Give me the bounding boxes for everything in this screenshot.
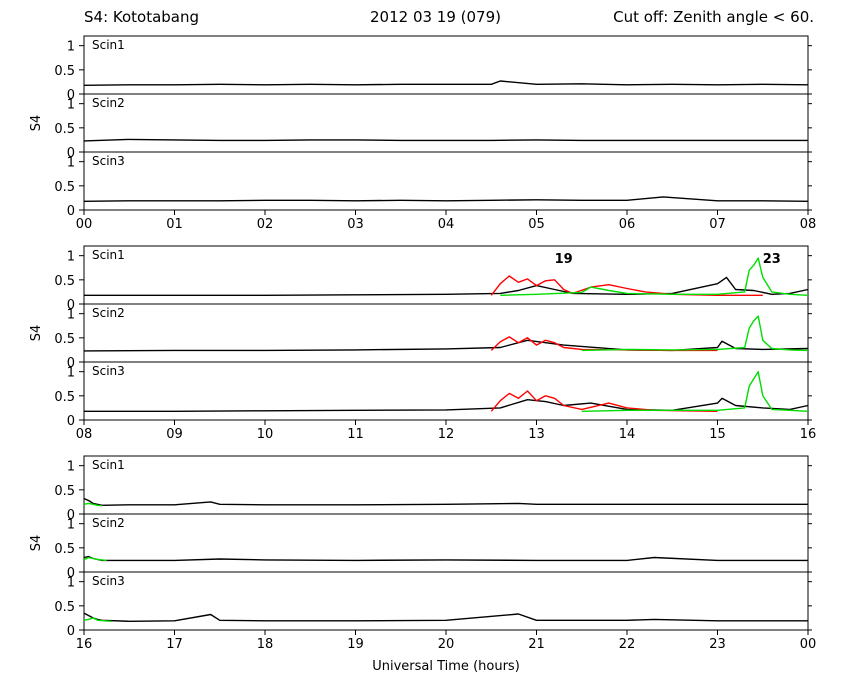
prn-annotation: 23 xyxy=(763,252,781,267)
panel-label: Scin3 xyxy=(92,154,125,168)
x-tick-label: 18 xyxy=(257,637,274,652)
x-tick-label: 12 xyxy=(438,427,455,442)
x-tick-label: 23 xyxy=(709,637,726,652)
x-tick-label: 00 xyxy=(76,217,93,232)
panel-frame xyxy=(83,455,809,515)
y-tick-label: 0 xyxy=(67,414,75,429)
panel-label: Scin2 xyxy=(92,306,125,320)
s4-series-line xyxy=(83,138,808,142)
y-tick-label: 0.5 xyxy=(54,274,75,289)
panel-label: Scin3 xyxy=(92,364,125,378)
y-tick-label: 0.5 xyxy=(54,390,75,405)
y-tick-label: 0 xyxy=(67,88,75,103)
y-tick-label: 0.5 xyxy=(54,542,75,557)
x-tick-label: 08 xyxy=(76,427,93,442)
s4-series-line xyxy=(84,397,809,412)
x-tick-label: 03 xyxy=(347,217,364,232)
panel-label: Scin1 xyxy=(92,458,125,472)
y-tick-label: 0.5 xyxy=(54,122,75,137)
y-tick-label: 0 xyxy=(67,298,75,313)
y-tick-label: 0 xyxy=(67,624,75,639)
y-tick-label: 1 xyxy=(67,98,75,113)
s4-series-line xyxy=(83,617,112,622)
s4-series-line xyxy=(490,390,718,412)
y-tick-label: 0.5 xyxy=(54,180,75,195)
s4-series-line xyxy=(83,497,808,506)
s4-series-line xyxy=(83,612,808,622)
date-title: 2012 03 19 (079) xyxy=(370,8,501,26)
x-tick-label: 17 xyxy=(166,637,183,652)
s4-series-line xyxy=(83,502,103,507)
x-tick-label: 01 xyxy=(166,217,183,232)
s4-series-line xyxy=(490,275,763,296)
x-tick-label: 16 xyxy=(76,637,93,652)
y-tick-label: 0.5 xyxy=(54,64,75,79)
panel-frame xyxy=(83,513,809,573)
panel-label: Scin1 xyxy=(92,38,125,52)
panel-frame xyxy=(83,93,809,153)
y-tick-label: 1 xyxy=(67,576,75,591)
y-tick-label: 0 xyxy=(67,566,75,581)
panel-frame xyxy=(83,303,809,363)
y-axis-title: S4 xyxy=(29,325,44,342)
x-tick-label: 10 xyxy=(257,427,274,442)
y-tick-label: 1 xyxy=(67,40,75,55)
x-tick-label: 05 xyxy=(528,217,545,232)
y-tick-label: 1 xyxy=(67,518,75,533)
y-tick-label: 0.5 xyxy=(54,600,75,615)
s4-series-line xyxy=(581,315,809,352)
y-tick-label: 1 xyxy=(67,156,75,171)
y-tick-label: 1 xyxy=(67,460,75,475)
y-tick-label: 1 xyxy=(67,250,75,265)
x-tick-label: 14 xyxy=(619,427,636,442)
y-tick-label: 0.5 xyxy=(54,332,75,347)
y-tick-label: 0 xyxy=(67,204,75,219)
s4-series-line xyxy=(83,196,809,202)
y-tick-label: 1 xyxy=(67,308,75,323)
s4-series-line xyxy=(83,80,809,86)
y-tick-label: 1 xyxy=(67,366,75,381)
y-tick-label: 0 xyxy=(67,508,75,523)
s4-series-line xyxy=(500,257,809,296)
y-axis-title: S4 xyxy=(29,535,44,552)
y-tick-label: 0 xyxy=(67,146,75,161)
x-tick-label: 04 xyxy=(438,217,455,232)
x-tick-label: 11 xyxy=(347,427,364,442)
cutoff-title: Cut off: Zenith angle < 60. xyxy=(613,8,814,26)
x-tick-label: 06 xyxy=(619,217,636,232)
prn-annotation: 19 xyxy=(555,252,573,267)
s4-series-line xyxy=(83,339,809,352)
panel-label: Scin2 xyxy=(92,516,125,530)
x-tick-label: 02 xyxy=(257,217,274,232)
panel-frame xyxy=(83,571,809,631)
x-tick-label: 16 xyxy=(800,427,817,442)
panel-label: Scin2 xyxy=(92,96,125,110)
s4-series-line xyxy=(83,556,107,562)
x-tick-label: 09 xyxy=(166,427,183,442)
x-tick-label: 20 xyxy=(438,637,455,652)
s4-series-line xyxy=(83,555,808,562)
x-tick-label: 13 xyxy=(528,427,545,442)
s4-series-line xyxy=(581,371,809,412)
x-tick-label: 22 xyxy=(619,637,636,652)
x-tick-label: 08 xyxy=(800,217,817,232)
y-tick-label: 0.5 xyxy=(54,484,75,499)
x-tick-label: 15 xyxy=(709,427,726,442)
x-tick-label: 07 xyxy=(709,217,726,232)
s4-series-line xyxy=(84,276,809,296)
y-axis-title: S4 xyxy=(29,115,44,132)
panel-label: Scin1 xyxy=(92,248,125,262)
x-tick-label: 19 xyxy=(347,637,364,652)
panel-label: Scin3 xyxy=(92,574,125,588)
y-tick-label: 0 xyxy=(67,356,75,371)
x-tick-label: 00 xyxy=(800,637,817,652)
x-axis-title: Universal Time (hours) xyxy=(372,659,520,674)
x-tick-label: 21 xyxy=(528,637,545,652)
station-title: S4: Kototabang xyxy=(84,8,200,26)
